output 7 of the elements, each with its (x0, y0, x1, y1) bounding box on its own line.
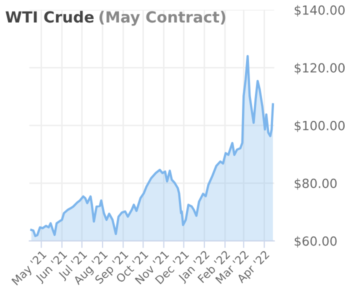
y-tick-label: $60.00 (294, 236, 337, 248)
chart-subtitle: (May Contract) (100, 10, 226, 26)
y-tick-label: $120.00 (294, 62, 345, 74)
y-tick-label: $140.00 (294, 5, 345, 16)
y-tick-label: $80.00 (294, 178, 337, 190)
y-tick-label: $100.00 (294, 120, 345, 132)
chart-title: WTI Crude (6, 10, 94, 23)
